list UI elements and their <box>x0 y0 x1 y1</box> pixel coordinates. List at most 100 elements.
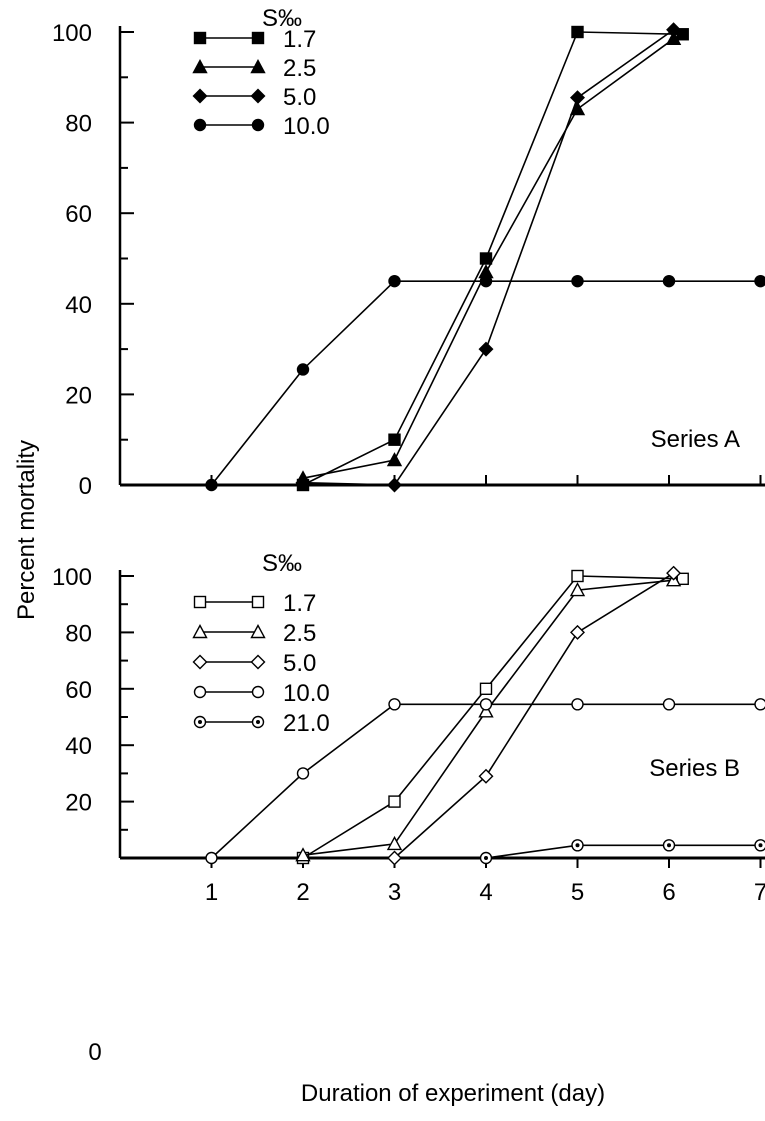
y-tick-label: 80 <box>65 111 92 138</box>
legend-marker-2.5 <box>250 624 266 639</box>
legend-marker-10.0 <box>193 118 207 132</box>
series-line-21.0 <box>485 844 761 859</box>
data-point-2.5 <box>386 835 403 851</box>
legend-marker-5.0 <box>192 88 208 104</box>
x-tick-label: 6 <box>662 879 675 906</box>
legend-label-2.5: 2.5 <box>283 620 316 647</box>
data-point-10.0 <box>205 851 218 865</box>
legend-marker-2.5 <box>192 59 208 74</box>
data-point-2.5 <box>478 703 494 718</box>
y-tick-label: 20 <box>65 382 92 409</box>
legend-marker-1.7 <box>251 595 265 609</box>
legend-marker-10.0 <box>193 685 207 699</box>
series-annotation: Series B <box>649 755 740 782</box>
panel-series-b: 20 40 60 80 100 0 1 2 3 4 5 6 7 S‰ 1.7 2.5 5.0 10.0 21.0 Se… <box>52 550 765 1066</box>
legend-label-1.7: 1.7 <box>283 26 316 53</box>
data-point-10.0 <box>662 274 676 288</box>
legend-marker-5.0 <box>192 654 208 670</box>
data-point-10.0 <box>388 698 401 711</box>
legend-title: S‰ <box>262 5 302 32</box>
x-tick-label: 3 <box>388 879 401 906</box>
data-point-10.0 <box>662 698 676 711</box>
legend-label-5.0: 5.0 <box>283 650 316 677</box>
data-point-5.0 <box>478 341 494 357</box>
data-point-10.0 <box>205 478 218 492</box>
data-point-10.0 <box>479 698 493 711</box>
data-point-1.7 <box>571 25 584 39</box>
x-tick-label: 1 <box>205 879 218 906</box>
data-point-2.5 <box>665 30 682 45</box>
x-tick-label: 7 <box>754 879 765 906</box>
y-tick-label: 0 <box>79 473 92 500</box>
origin-label: 0 <box>88 1039 101 1066</box>
data-point-5.0 <box>478 768 494 784</box>
data-point-1.7 <box>479 682 493 695</box>
data-point-2.5 <box>295 847 311 862</box>
data-point-1.7 <box>676 572 689 586</box>
data-point-10.0 <box>296 363 310 376</box>
data-point-2.5 <box>386 452 403 467</box>
x-tick-label: 4 <box>479 879 492 906</box>
data-point-21.0-center <box>758 843 763 848</box>
data-point-5.0 <box>666 565 682 581</box>
legend-marker-1.7 <box>193 31 207 45</box>
series-line-2.5 <box>302 579 674 856</box>
data-point-2.5 <box>569 582 586 597</box>
y-tick-label: 60 <box>65 201 92 228</box>
legend-marker-5.0 <box>250 654 266 670</box>
legend-marker-21.0-center <box>198 720 202 724</box>
y-tick-label: 60 <box>65 677 92 704</box>
x-tick-label: 2 <box>296 879 309 906</box>
legend-title: S‰ <box>262 550 302 577</box>
legend-marker-10.0 <box>251 685 265 699</box>
legend-marker-2.5 <box>250 59 266 74</box>
series-annotation: Series A <box>651 426 740 453</box>
data-point-1.7 <box>388 433 401 446</box>
legend-label-10.0: 10.0 <box>283 680 330 707</box>
legend-marker-2.5 <box>192 624 208 639</box>
y-tick-label: 100 <box>52 20 92 47</box>
data-point-5.0 <box>666 22 682 38</box>
series-line-5.0 <box>393 572 674 859</box>
panel-series-a: 0 20 40 60 80 100 S‰1.72.55.010.0 Series A <box>52 5 765 500</box>
legend-marker-21.0-center <box>256 720 260 724</box>
data-point-1.7 <box>571 569 584 583</box>
data-point-10.0 <box>388 274 401 288</box>
legend-marker-1.7 <box>251 31 265 45</box>
y-axis-title: Percent mortality <box>13 440 40 620</box>
data-point-5.0 <box>387 850 402 866</box>
legend-label-10.0: 10.0 <box>283 113 330 140</box>
x-tick-label: 5 <box>571 879 584 906</box>
data-point-21.0-center <box>667 843 671 848</box>
data-point-1.7 <box>479 252 493 265</box>
legend-marker-5.0 <box>250 88 266 104</box>
data-point-10.0 <box>754 698 765 711</box>
data-point-10.0 <box>479 274 493 288</box>
y-tick-label: 100 <box>52 564 92 591</box>
legend-label-5.0: 5.0 <box>283 84 316 111</box>
y-tick-label: 40 <box>65 292 92 319</box>
x-axis-title: Duration of experiment (day) <box>301 1080 605 1107</box>
legend-label-2.5: 2.5 <box>283 55 316 82</box>
data-point-21.0-center <box>484 856 488 860</box>
data-point-5.0 <box>387 477 402 493</box>
legend-marker-1.7 <box>193 595 207 609</box>
data-point-1.7 <box>388 795 401 808</box>
legend: S‰1.72.55.010.0 <box>192 5 330 140</box>
data-point-10.0 <box>571 698 584 711</box>
y-tick-label: 40 <box>65 733 92 760</box>
data-point-5.0 <box>570 90 585 106</box>
series-line-10.0 <box>210 280 761 486</box>
y-tick-label: 80 <box>65 620 92 647</box>
data-point-5.0 <box>295 475 311 491</box>
data-point-5.0 <box>570 624 585 640</box>
y-tick-label: 20 <box>65 790 92 817</box>
legend: S‰ 1.7 2.5 5.0 10.0 21.0 <box>192 550 330 737</box>
data-point-21.0-center <box>575 843 580 848</box>
data-point-10.0 <box>571 274 584 288</box>
data-point-1.7 <box>676 28 689 41</box>
data-point-10.0 <box>296 767 310 780</box>
legend-label-1.7: 1.7 <box>283 590 316 617</box>
data-point-10.0 <box>754 274 765 288</box>
